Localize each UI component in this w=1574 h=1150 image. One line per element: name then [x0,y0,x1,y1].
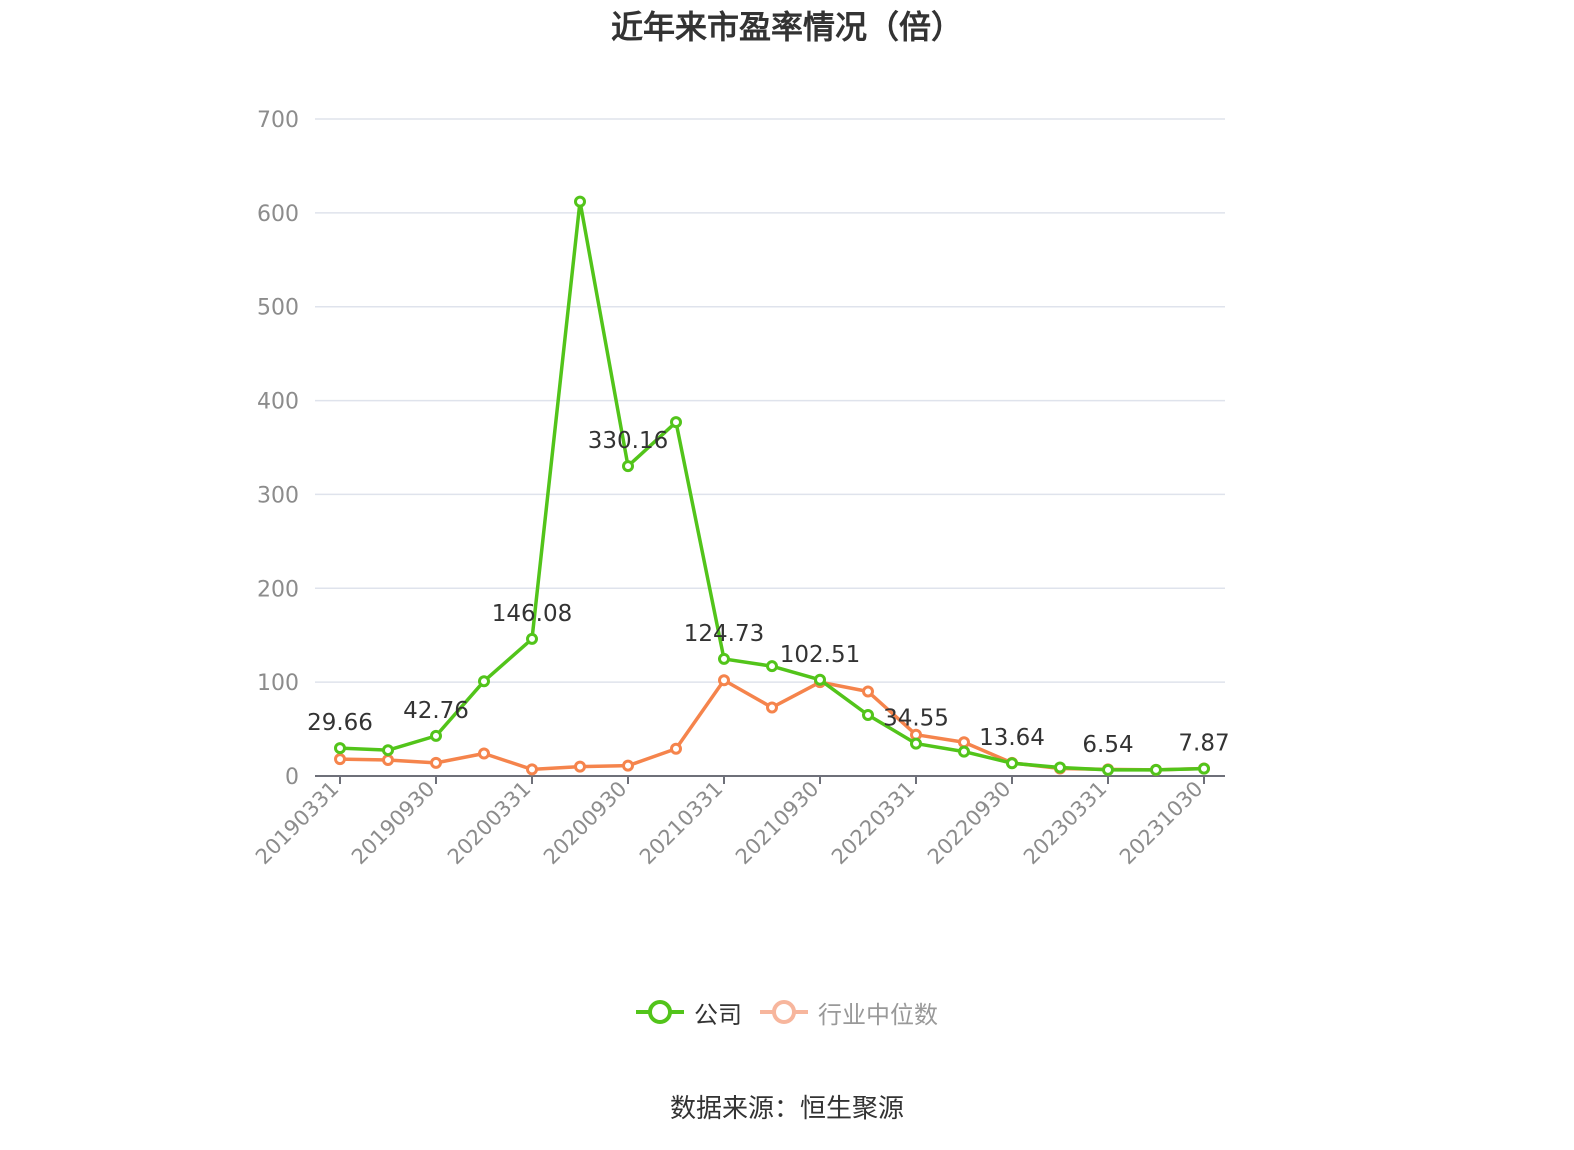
data-point-company[interactable] [1102,763,1114,776]
x-tick-label: 20220930 [923,777,1016,870]
x-tick-label: 20231030 [1115,777,1208,870]
x-tick-label: 20190930 [347,777,440,870]
y-tick-label: 100 [257,671,299,696]
y-tick-label: 200 [257,577,299,602]
x-tick-label: 20200930 [539,777,632,870]
data-point-company[interactable] [814,673,826,686]
data-point-industry[interactable] [670,742,682,755]
series-line-company [339,199,1205,772]
data-point-company[interactable] [1054,761,1066,774]
data-point-company[interactable] [1006,757,1018,770]
data-point-industry[interactable] [622,759,634,772]
y-tick-label: 400 [257,390,299,415]
grid-lines [315,118,1225,683]
data-point-industry[interactable] [430,756,442,769]
data-label: 34.55 [883,706,949,732]
x-tick-label: 20220331 [827,777,920,870]
data-label: 124.73 [684,621,764,647]
data-point-industry[interactable] [526,763,538,776]
data-point-industry[interactable] [862,685,874,698]
series [334,195,1210,776]
series-line-industry [339,678,1205,772]
legend-label-industry: 行业中位数 [818,1000,938,1029]
legend-industry-marker-icon [760,1000,808,1024]
data-point-company[interactable] [862,708,874,721]
data-point-company[interactable] [718,652,730,665]
legend-item-company[interactable]: 公司 [636,995,742,1030]
data-point-company[interactable] [910,737,922,750]
legend-label-company: 公司 [694,1000,742,1029]
legend-company-marker-icon [636,1000,684,1024]
y-tick-label: 500 [257,296,299,321]
data-point-industry[interactable] [766,701,778,714]
data-point-industry[interactable] [334,753,346,766]
y-tick-label: 700 [257,108,299,133]
data-point-industry[interactable] [574,760,586,773]
data-point-industry[interactable] [958,736,970,749]
data-point-company[interactable] [334,742,346,755]
y-tick-label: 300 [257,483,299,508]
legend: 公司 行业中位数 [0,992,1574,1032]
legend-item-industry[interactable]: 行业中位数 [760,995,938,1030]
x-tick-label: 20200331 [443,777,536,870]
source-note: 数据来源：恒生聚源 [669,1094,904,1124]
x-tick-label: 20230331 [1019,777,1112,870]
data-label: 146.08 [492,601,572,627]
data-point-company[interactable] [430,729,442,742]
data-label: 13.64 [979,725,1045,751]
data-point-company[interactable] [382,744,394,757]
y-tick-label: 600 [257,202,299,227]
data-labels: 29.66 42.76 146.08 330.16 124.73 102.51 34.55 1… [307,428,1230,758]
x-tick-label: 20190331 [251,777,344,870]
chart-title: 近年来市盈率情况（倍） [610,8,963,46]
data-point-company[interactable] [958,745,970,758]
data-point-company[interactable] [526,632,538,645]
x-tick-label: 20210331 [635,777,728,870]
data-point-company[interactable] [622,460,634,473]
x-tick-label: 20210930 [731,777,824,870]
data-label: 29.66 [307,710,373,736]
data-point-company[interactable] [478,675,490,688]
data-label: 42.76 [403,698,469,724]
data-label: 330.16 [588,428,668,454]
data-label: 6.54 [1082,732,1133,758]
y-tick-label: 0 [285,765,299,790]
data-point-company[interactable] [574,195,586,208]
data-point-company[interactable] [670,416,682,429]
data-label: 102.51 [780,642,860,668]
data-point-industry[interactable] [478,747,490,760]
data-point-company[interactable] [1150,763,1162,776]
data-point-company[interactable] [766,660,778,673]
data-point-industry[interactable] [718,674,730,687]
data-label: 7.87 [1178,731,1229,757]
data-point-industry[interactable] [382,754,394,767]
data-point-company[interactable] [1198,762,1210,775]
